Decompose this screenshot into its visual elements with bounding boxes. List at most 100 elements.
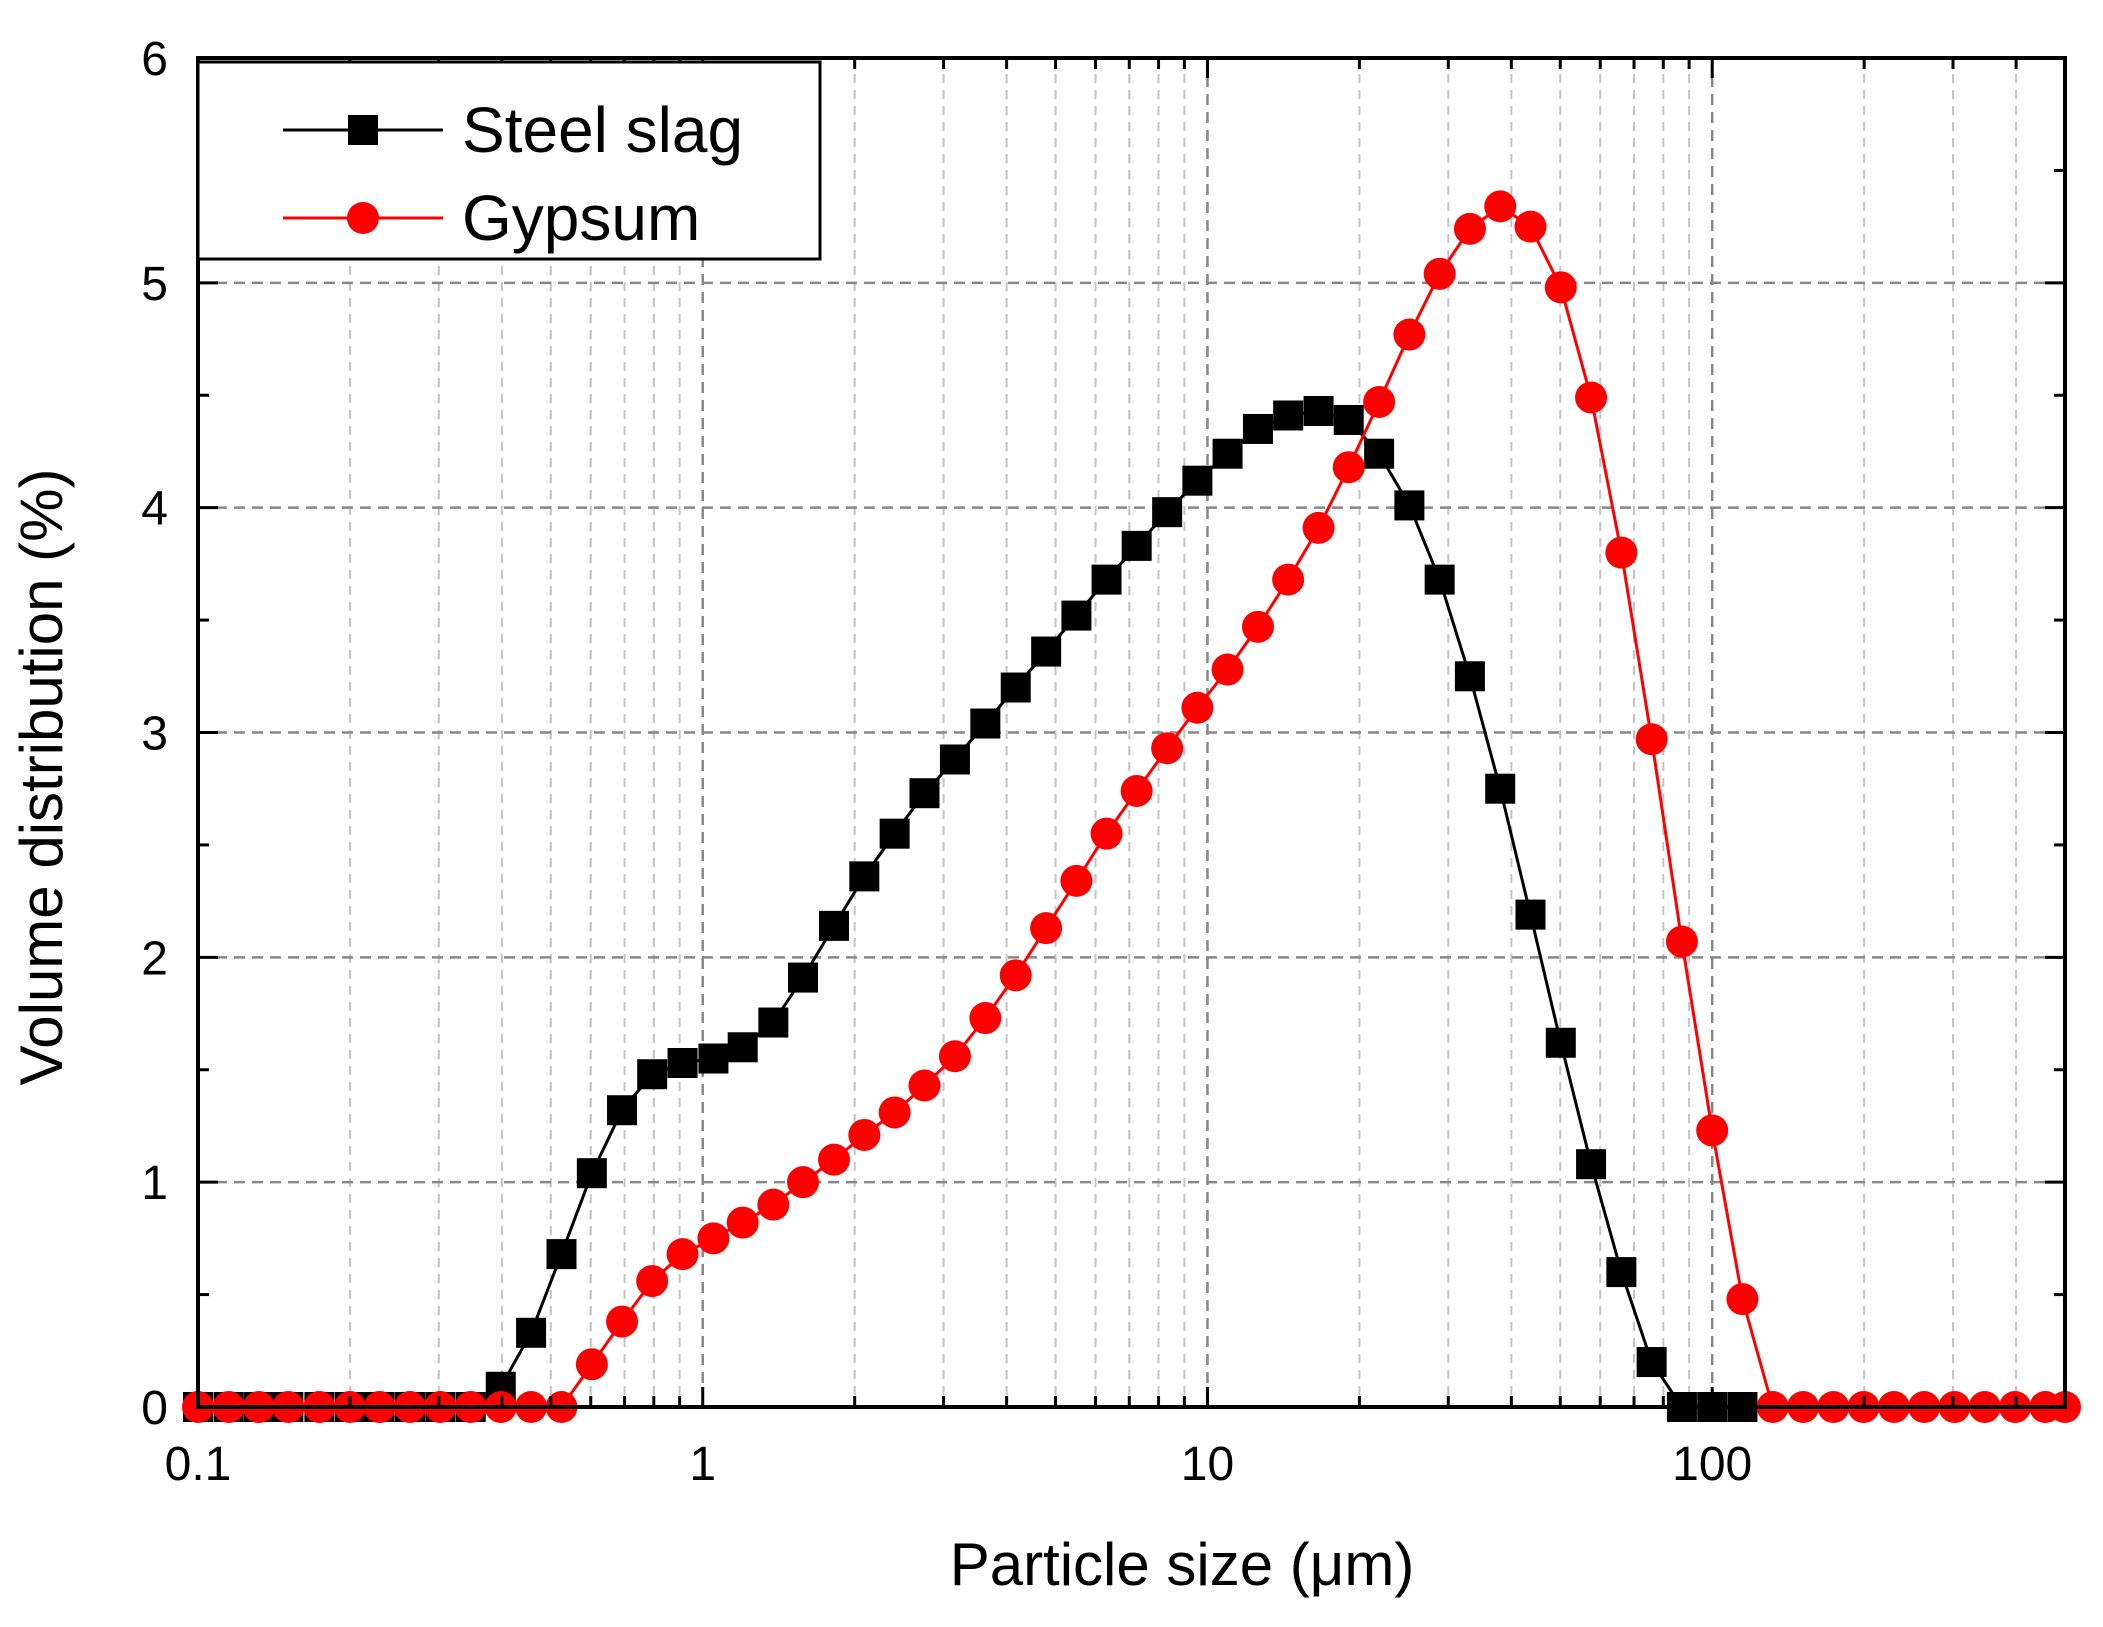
data-point-steel-slag: [1394, 490, 1425, 521]
data-point-gypsum: [1696, 1114, 1729, 1147]
data-point-gypsum: [1393, 318, 1426, 351]
data-point-steel-slag: [1515, 899, 1546, 930]
y-tick-label: 5: [141, 258, 168, 311]
data-point-gypsum: [1211, 653, 1244, 686]
series-gypsum: [182, 190, 2081, 1423]
data-point-steel-slag: [727, 1032, 758, 1063]
y-tick-label: 4: [141, 483, 168, 536]
x-tick-label: 10: [1181, 1438, 1234, 1491]
data-point-gypsum: [818, 1143, 851, 1176]
data-point-steel-slag: [819, 910, 850, 941]
data-point-gypsum: [1665, 925, 1698, 958]
data-point-steel-slag: [546, 1239, 577, 1270]
data-point-steel-slag: [758, 1007, 789, 1038]
data-point-gypsum: [878, 1096, 911, 1129]
data-point-gypsum: [1514, 210, 1547, 243]
y-tick-label: 6: [141, 33, 168, 86]
data-point-steel-slag: [1454, 661, 1485, 692]
data-point-steel-slag: [637, 1059, 668, 1090]
data-point-steel-slag: [1061, 600, 1092, 631]
data-point-gypsum: [726, 1206, 759, 1239]
data-point-steel-slag: [1182, 465, 1213, 496]
data-point-steel-slag: [1212, 438, 1243, 469]
data-point-gypsum: [1120, 774, 1153, 807]
data-point-steel-slag: [576, 1158, 607, 1189]
data-point-steel-slag: [1364, 438, 1395, 469]
data-point-gypsum: [1635, 723, 1668, 756]
data-point-gypsum: [1332, 451, 1365, 484]
data-point-steel-slag: [1273, 400, 1304, 431]
data-point-gypsum: [1453, 212, 1486, 245]
x-tick-label: 0.1: [165, 1438, 232, 1491]
y-tick-label: 3: [141, 708, 168, 761]
data-point-steel-slag: [1031, 636, 1062, 667]
data-point-steel-slag: [1545, 1027, 1576, 1058]
data-point-gypsum: [1181, 691, 1214, 724]
data-point-steel-slag: [1636, 1347, 1667, 1378]
data-point-steel-slag: [1424, 564, 1455, 595]
data-point-gypsum: [908, 1069, 941, 1102]
data-point-gypsum: [636, 1265, 669, 1298]
x-tick-label: 100: [1672, 1438, 1752, 1491]
data-point-gypsum: [1544, 271, 1577, 304]
data-point-steel-slag: [939, 744, 970, 775]
data-point-steel-slag: [1091, 564, 1122, 595]
data-point-steel-slag: [970, 708, 1001, 739]
x-tick-label: 1: [689, 1438, 716, 1491]
tick-labels: 0.1 1 10 100 0 1 2 3 4 5 6: [141, 33, 1752, 1491]
data-point-steel-slag: [1485, 773, 1516, 804]
data-point-steel-slag: [607, 1095, 638, 1126]
data-point-gypsum: [606, 1305, 639, 1338]
data-point-gypsum: [697, 1222, 730, 1255]
series-layer: [182, 190, 2081, 1423]
data-point-gypsum: [666, 1238, 699, 1271]
data-point-gypsum: [969, 1002, 1002, 1035]
legend-steel-slag-marker: [348, 115, 378, 145]
data-point-gypsum: [1302, 511, 1335, 544]
y-axis-title: Volume distribution (%): [8, 469, 75, 1086]
data-point-gypsum: [938, 1040, 971, 1073]
data-point-steel-slag: [1152, 497, 1183, 528]
data-point-gypsum: [575, 1348, 608, 1381]
data-point-steel-slag: [1242, 413, 1273, 444]
x-axis-title: Particle size (μm): [950, 1531, 1415, 1598]
data-point-steel-slag: [1576, 1149, 1607, 1180]
y-tick-label: 1: [141, 1157, 168, 1210]
legend-gypsum-label: Gypsum: [462, 182, 700, 254]
data-point-steel-slag: [1121, 530, 1152, 561]
data-point-gypsum: [1726, 1283, 1759, 1316]
data-point-gypsum: [1060, 864, 1093, 897]
data-point-gypsum: [1272, 563, 1305, 596]
data-point-gypsum: [787, 1166, 820, 1199]
data-point-steel-slag: [1606, 1257, 1637, 1288]
data-point-gypsum: [1030, 912, 1063, 945]
data-point-gypsum: [757, 1188, 790, 1221]
y-tick-label: 2: [141, 932, 168, 985]
y-tick-label: 0: [141, 1382, 168, 1435]
data-point-gypsum: [848, 1118, 881, 1151]
data-point-gypsum: [1605, 536, 1638, 569]
data-point-steel-slag: [788, 962, 819, 993]
grid: [198, 58, 2065, 1407]
data-point-steel-slag: [849, 861, 880, 892]
data-point-gypsum: [1484, 190, 1517, 223]
data-point-steel-slag: [516, 1317, 547, 1348]
legend-steel-slag-label: Steel slag: [462, 94, 743, 166]
data-point-steel-slag: [1303, 395, 1334, 426]
legend: Steel slag Gypsum: [196, 60, 822, 261]
data-point-gypsum: [1090, 817, 1123, 850]
data-point-steel-slag: [909, 778, 940, 809]
data-point-gypsum: [1575, 381, 1608, 414]
data-point-steel-slag: [667, 1048, 698, 1079]
data-point-gypsum: [1151, 732, 1184, 765]
data-point-gypsum: [999, 959, 1032, 992]
data-point-gypsum: [1423, 257, 1456, 290]
legend-box: [196, 60, 822, 261]
data-point-gypsum: [1363, 385, 1396, 418]
data-point-steel-slag: [1000, 672, 1031, 703]
data-point-steel-slag: [1333, 404, 1364, 435]
data-point-steel-slag: [698, 1043, 729, 1074]
legend-gypsum-marker: [347, 202, 379, 234]
data-point-gypsum: [1241, 610, 1274, 643]
